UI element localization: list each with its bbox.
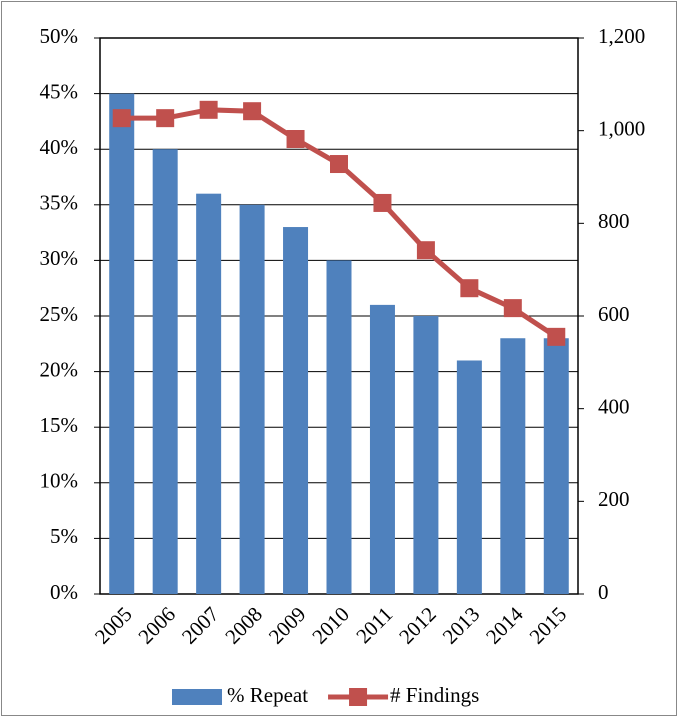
legend-label: # Findings [390, 683, 479, 707]
marker [156, 109, 175, 128]
y2-tick-label: 1,200 [598, 24, 645, 48]
marker [243, 102, 262, 121]
y-tick-label: 10% [40, 469, 79, 493]
y2-tick-label: 1,000 [598, 116, 645, 140]
y-tick-label: 15% [40, 413, 79, 437]
y2-tick-label: 800 [598, 209, 630, 233]
bar [413, 316, 439, 594]
marker [373, 193, 392, 212]
y-tick-label: 45% [40, 79, 79, 103]
marker [330, 155, 348, 174]
marker [416, 241, 435, 260]
bar [196, 193, 222, 594]
marker [199, 100, 218, 119]
y2-tick-label: 600 [598, 302, 630, 326]
bar [283, 227, 309, 595]
y-tick-label: 20% [40, 357, 79, 381]
y-tick-label: 0% [50, 580, 78, 604]
bar [500, 338, 526, 594]
y-tick-label: 50% [40, 24, 79, 48]
marker [460, 279, 479, 298]
marker [503, 299, 522, 318]
bar [109, 93, 135, 594]
y2-tick-label: 0 [598, 580, 609, 604]
bar [239, 204, 265, 595]
bar [369, 304, 395, 594]
marker [286, 130, 305, 149]
y-tick-label: 25% [40, 302, 79, 326]
legend-label: % Repeat [227, 683, 308, 707]
y2-tick-label: 200 [598, 487, 630, 511]
y-tick-label: 35% [40, 191, 79, 215]
marker [112, 109, 131, 128]
y-tick-label: 30% [40, 246, 79, 270]
legend-marker [349, 688, 368, 706]
bar [456, 360, 482, 594]
bar [326, 260, 352, 594]
legend-swatch [172, 689, 222, 705]
bar [543, 338, 569, 594]
bar [152, 149, 178, 594]
y-tick-label: 5% [50, 524, 78, 548]
y-tick-label: 40% [40, 135, 79, 159]
y2-tick-label: 400 [598, 394, 630, 418]
marker [547, 327, 566, 346]
